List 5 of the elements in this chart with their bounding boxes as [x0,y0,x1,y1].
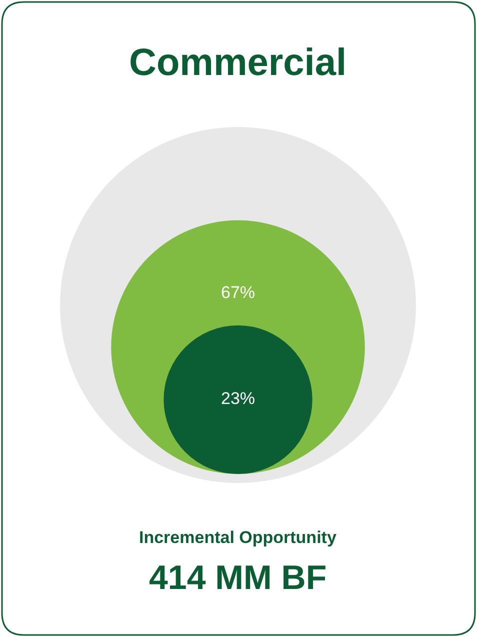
data-label: 67% [220,283,256,302]
text: Incremental Opportunity [139,528,337,547]
text: Commercial [129,42,347,84]
text: 414 MM BF [149,559,327,597]
data-label: 23% [220,388,256,408]
